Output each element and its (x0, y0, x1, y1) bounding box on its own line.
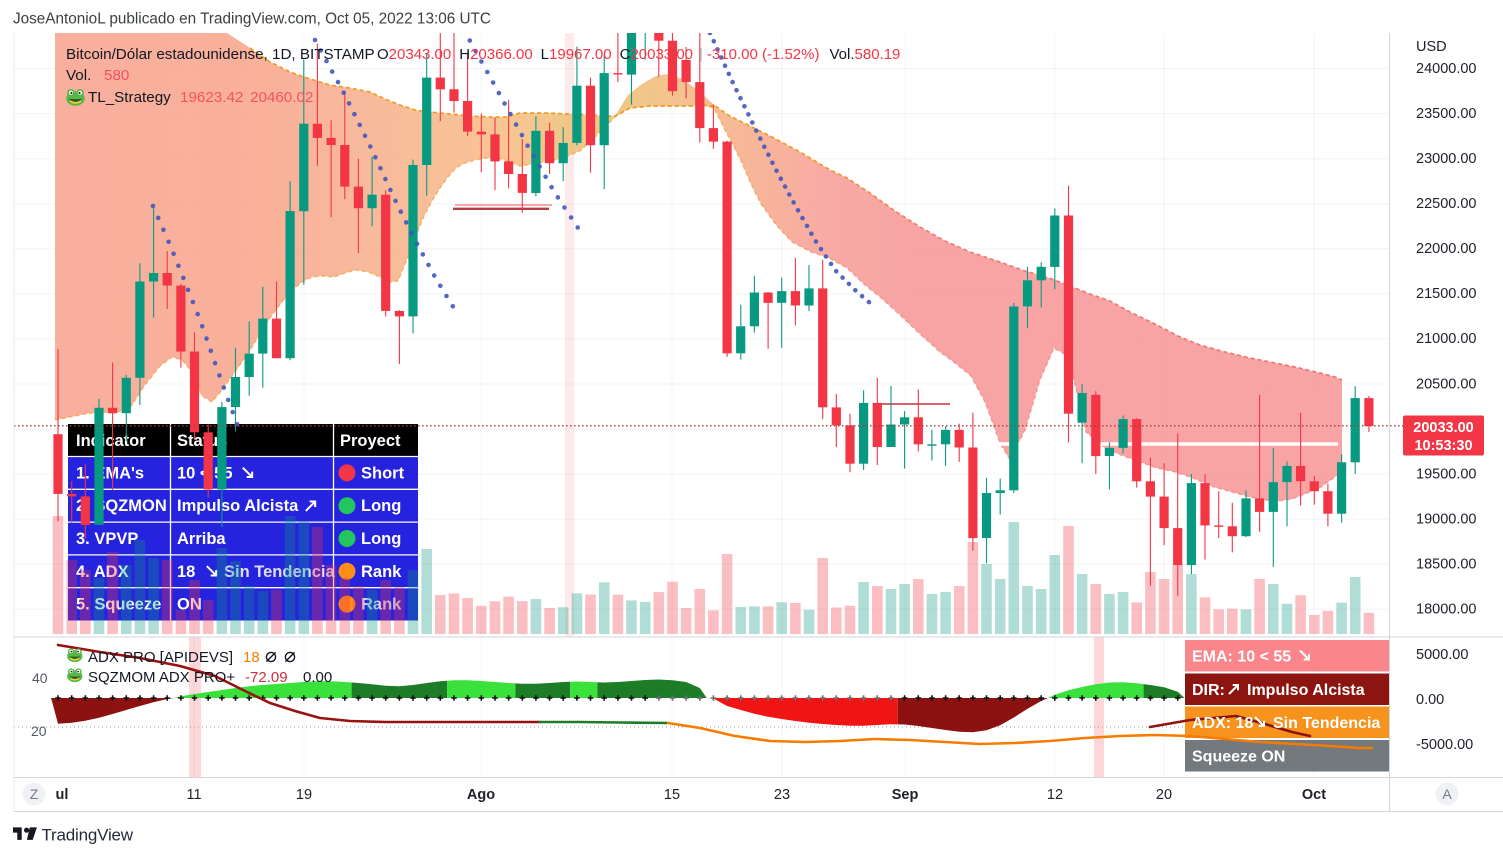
svg-text:18000.00: 18000.00 (1416, 602, 1476, 618)
svg-text:20500.00: 20500.00 (1416, 376, 1476, 392)
svg-text:-5000.00: -5000.00 (1416, 737, 1473, 753)
svg-text:11: 11 (186, 787, 201, 803)
svg-text:40: 40 (32, 670, 48, 686)
svg-text:Arriba: Arriba (177, 530, 226, 548)
svg-text:19000.00: 19000.00 (1416, 511, 1476, 527)
svg-text:Bitcoin/Dólar estadounidense,: Bitcoin/Dólar estadounidense, 1D, BITSTA… (66, 46, 375, 63)
svg-text:20033.00: 20033.00 (1413, 420, 1473, 436)
svg-text:A: A (1442, 786, 1452, 802)
svg-text:10:53:30: 10:53:30 (1414, 438, 1472, 454)
svg-text:18: 18 (243, 649, 260, 666)
svg-text:Impulso Alcista: Impulso Alcista (177, 497, 299, 515)
svg-text:15: 15 (664, 787, 680, 803)
svg-text:Sin Tendencia: Sin Tendencia (1273, 715, 1380, 732)
svg-text:ON: ON (177, 596, 202, 614)
svg-text:DIR:: DIR: (1192, 682, 1225, 699)
svg-text:Z: Z (30, 786, 39, 802)
svg-text:22500.00: 22500.00 (1416, 196, 1476, 212)
svg-text:TL_Strategy: TL_Strategy (88, 89, 171, 106)
svg-text:ul: ul (56, 787, 69, 803)
svg-text:18: 18 (177, 563, 195, 581)
svg-text:-72.09: -72.09 (245, 669, 288, 686)
svg-text:TradingView: TradingView (42, 825, 134, 844)
svg-text:23000.00: 23000.00 (1416, 151, 1476, 167)
svg-text:Vol.: Vol. (66, 67, 91, 84)
svg-text:Oct: Oct (1302, 787, 1326, 803)
svg-text:1. EMA's: 1. EMA's (76, 464, 144, 482)
svg-text:19: 19 (296, 787, 312, 803)
svg-text:Squeeze ON: Squeeze ON (1192, 749, 1285, 766)
svg-text:Long: Long (361, 497, 401, 515)
svg-text:22000.00: 22000.00 (1416, 241, 1476, 257)
svg-text:21000.00: 21000.00 (1416, 331, 1476, 347)
svg-text:Short: Short (361, 464, 405, 482)
svg-text:Rank: Rank (361, 596, 402, 614)
svg-text:Impulso Alcista: Impulso Alcista (1247, 682, 1365, 699)
svg-text:0.00: 0.00 (303, 669, 332, 686)
svg-text:4. ADX: 4. ADX (76, 563, 129, 581)
svg-text:Ago: Ago (467, 787, 495, 803)
svg-text:JoseAntonioL publicado en Trad: JoseAntonioL publicado en TradingView.co… (13, 11, 491, 28)
svg-text:EMA: 10 < 55: EMA: 10 < 55 (1192, 649, 1291, 666)
svg-text:Proyect: Proyect (340, 432, 401, 450)
svg-text:19500.00: 19500.00 (1416, 466, 1476, 482)
svg-text:0.00: 0.00 (1416, 692, 1444, 708)
svg-text:Indicator: Indicator (76, 432, 146, 450)
svg-text:USD: USD (1416, 39, 1447, 55)
svg-text:20: 20 (1156, 787, 1172, 803)
svg-text:20460.02: 20460.02 (250, 89, 313, 106)
svg-text:5. Squeeze: 5. Squeeze (76, 596, 161, 614)
svg-text:12: 12 (1047, 787, 1063, 803)
svg-text:Status: Status (177, 432, 227, 450)
svg-text:23500.00: 23500.00 (1416, 106, 1476, 122)
svg-text:580: 580 (104, 67, 129, 84)
svg-text:19623.42: 19623.42 (180, 89, 243, 106)
svg-text:18500.00: 18500.00 (1416, 556, 1476, 572)
svg-text:ADX PRO [APIDEVS]: ADX PRO [APIDEVS] (88, 649, 233, 666)
svg-text:21500.00: 21500.00 (1416, 286, 1476, 302)
svg-text:3. VPVP: 3. VPVP (76, 530, 138, 548)
svg-text:Sin Tendencia: Sin Tendencia (224, 563, 335, 581)
svg-text:23: 23 (774, 787, 790, 803)
svg-text:Sep: Sep (892, 787, 919, 803)
svg-text:24000.00: 24000.00 (1416, 61, 1476, 77)
svg-text:ADX: 18: ADX: 18 (1192, 715, 1253, 732)
svg-text:Rank: Rank (361, 563, 402, 581)
svg-text:5000.00: 5000.00 (1416, 647, 1468, 663)
svg-text:20: 20 (31, 723, 47, 739)
svg-text:SQZMOM ADX PRO+: SQZMOM ADX PRO+ (88, 669, 235, 686)
svg-text:Long: Long (361, 530, 401, 548)
